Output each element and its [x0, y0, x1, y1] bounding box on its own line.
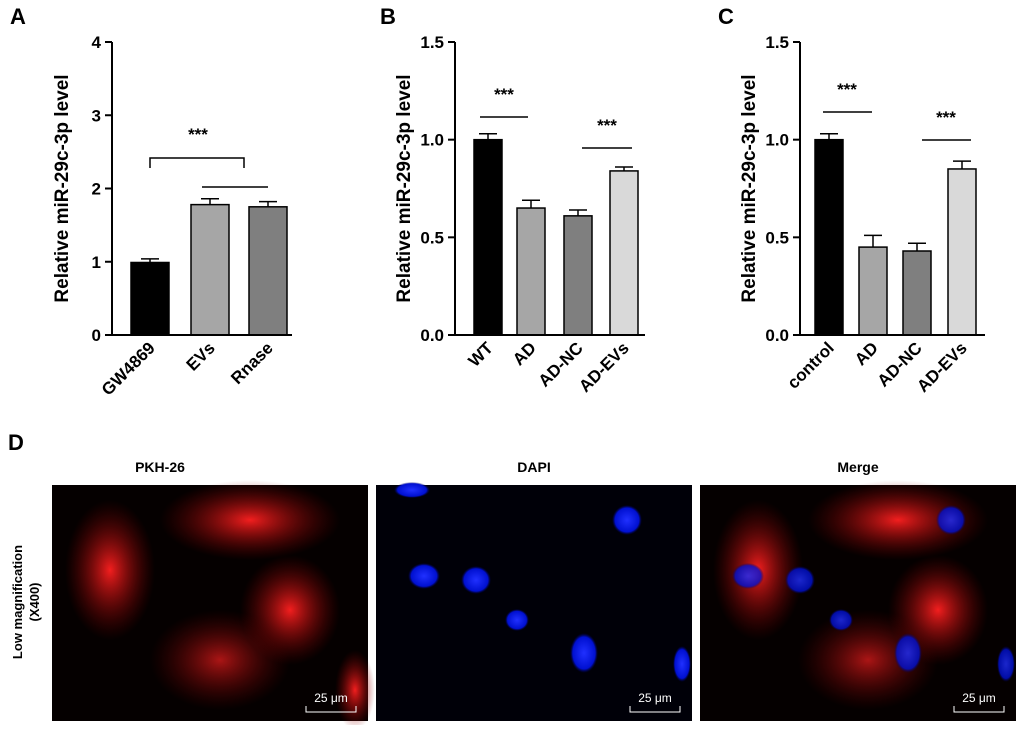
y-tick-label: 1.0	[765, 131, 789, 150]
significance-label: ***	[597, 116, 617, 135]
x-tick-label: WT	[465, 338, 498, 371]
y-tick-label: 1.5	[765, 33, 789, 52]
micrograph	[52, 480, 375, 730]
error-bar	[479, 133, 497, 140]
error-bar	[820, 133, 838, 140]
scale-bar-label: 25 μm	[314, 691, 348, 705]
bar	[563, 215, 593, 336]
y-tick-label: 0.0	[420, 326, 444, 345]
axes	[799, 42, 985, 336]
y-tick-label: 1	[92, 253, 101, 272]
significance-label: ***	[837, 80, 857, 99]
error-bar	[864, 234, 882, 248]
micrograph	[700, 480, 1016, 721]
bar	[902, 250, 932, 336]
error-bar	[141, 258, 159, 263]
panel-letter: D	[8, 430, 24, 455]
y-tick-label: 0.5	[420, 228, 444, 247]
panel-letter: B	[380, 4, 396, 29]
y-tick-label: 0.5	[765, 228, 789, 247]
y-tick-label: 0.0	[765, 326, 789, 345]
bar	[858, 246, 888, 336]
panel-letter: A	[10, 4, 26, 29]
bar	[814, 138, 844, 336]
significance-label: ***	[494, 85, 514, 104]
significance-line	[149, 157, 245, 168]
scale-bar-label: 25 μm	[638, 691, 672, 705]
x-tick-label: AD	[509, 338, 540, 369]
error-bar	[953, 160, 971, 169]
significance-label: ***	[188, 125, 208, 144]
bar	[947, 168, 977, 336]
y-axis-label: Relative miR-29c-3p level	[739, 74, 760, 302]
bar	[248, 206, 288, 336]
x-tick-label: Rnase	[227, 338, 277, 388]
panel-letter: C	[718, 4, 734, 29]
bar	[609, 170, 639, 336]
x-tick-label: GW4869	[98, 338, 159, 399]
x-tick-label: AD	[851, 338, 882, 369]
row-label: (X400)	[27, 582, 42, 621]
error-bar	[615, 166, 633, 171]
x-tick-label: control	[784, 338, 838, 392]
y-tick-label: 4	[92, 33, 102, 52]
axes	[454, 42, 645, 336]
row-label: Low magnification	[10, 545, 25, 659]
axes	[111, 42, 292, 336]
y-tick-label: 1.5	[420, 33, 444, 52]
y-tick-label: 1.0	[420, 131, 444, 150]
bar	[473, 138, 503, 336]
bar	[130, 261, 170, 336]
y-tick-label: 0	[92, 326, 101, 345]
bar	[190, 203, 230, 336]
x-tick-label: AD-EVs	[575, 338, 633, 396]
error-bar	[522, 199, 540, 209]
column-title: PKH-26	[135, 459, 185, 475]
y-tick-label: 2	[92, 180, 101, 199]
significance-label: ***	[936, 108, 956, 127]
error-bar	[569, 209, 587, 216]
bar	[516, 207, 546, 336]
micrograph	[376, 482, 692, 721]
y-axis-label: Relative miR-29c-3p level	[394, 74, 415, 302]
y-tick-label: 3	[92, 106, 101, 125]
column-title: Merge	[837, 459, 878, 475]
y-axis-label: Relative miR-29c-3p level	[52, 74, 73, 302]
error-bar	[201, 198, 219, 205]
column-title: DAPI	[517, 459, 550, 475]
error-bar	[259, 200, 277, 207]
x-tick-label: AD-EVs	[913, 338, 971, 396]
scale-bar-label: 25 μm	[962, 691, 996, 705]
x-tick-label: EVs	[183, 338, 219, 374]
error-bar	[908, 242, 926, 252]
